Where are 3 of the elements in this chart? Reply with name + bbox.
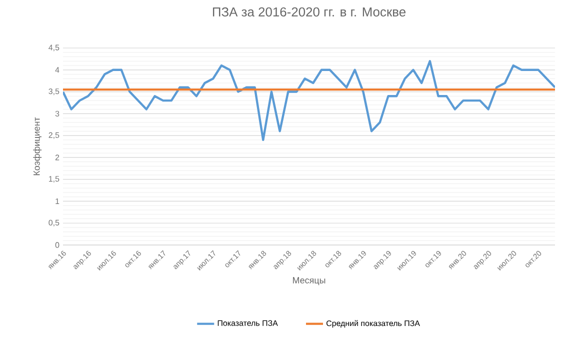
x-axis-title: Месяцы bbox=[293, 277, 326, 286]
y-axis-title: Коэффициент bbox=[33, 117, 42, 176]
chart-title: ПЗА за 2016-2020 гг. в г. Москве bbox=[212, 7, 406, 17]
